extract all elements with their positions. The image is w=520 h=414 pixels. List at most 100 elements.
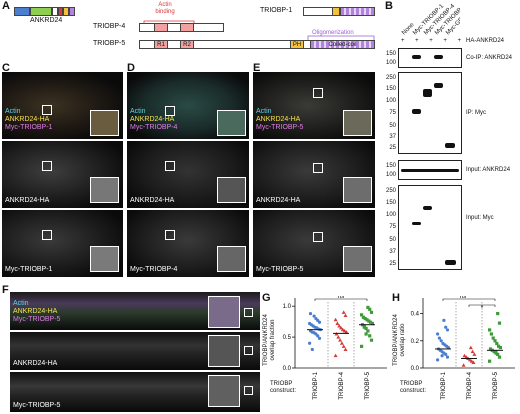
triobp4-r1: [154, 23, 168, 32]
data-point: [317, 336, 322, 340]
panel-f-merge-image: Actin ANKRD24-HA Myc-TRIOBP-5: [10, 292, 260, 330]
zoom-inset: [90, 246, 119, 272]
data-point: [488, 328, 492, 332]
roi-box: [244, 308, 253, 317]
actin-binding-label: Actin binding: [155, 2, 175, 15]
data-point: [310, 347, 314, 352]
data-point: [365, 318, 369, 322]
band: [445, 260, 456, 265]
data-point: [337, 323, 342, 328]
mw-label: 100: [385, 212, 396, 218]
data-point: [343, 313, 348, 317]
data-point: [444, 325, 448, 329]
data-point: [445, 328, 450, 332]
data-point: [496, 312, 500, 316]
channel-label: ANKRD24-HA: [5, 197, 50, 204]
chart-g: 0.0 0.5 1.0 TRIOBP-1 TRIOBP-4 TRIOBP-5 ns: [283, 296, 387, 400]
data-point: [335, 321, 340, 325]
data-point: [364, 332, 368, 336]
panel-c-triobp-image: Myc-TRIOBP-1: [2, 210, 123, 277]
data-point: [488, 359, 492, 363]
data-point: [497, 344, 501, 348]
band: [412, 109, 421, 114]
data-point: [369, 310, 374, 314]
zoom-inset: [217, 110, 246, 136]
data-point: [497, 355, 502, 359]
data-point: [445, 355, 450, 359]
y-tick-label: 0.0: [283, 366, 292, 372]
data-point: [360, 344, 364, 348]
ankrd24-green-domain: [30, 7, 52, 16]
data-point: [367, 319, 371, 323]
blot-co-ip-ankrd24: [398, 48, 462, 68]
panel-e-merge-image: Actin ANKRD24-HA Myc-TRIOBP-5: [253, 72, 375, 139]
mw-label: 150: [385, 200, 396, 206]
data-point: [368, 307, 372, 311]
channel-label-triobp: Myc-TRIOBP-1: [5, 124, 53, 131]
data-point: [338, 338, 343, 342]
channel-label: Myc-TRIOBP-5: [256, 266, 304, 273]
ha-ankrd24-label: HA-ANKRD24: [466, 38, 505, 44]
data-point: [491, 336, 495, 340]
mw-label: 25: [389, 261, 396, 267]
panel-label-b: B: [385, 0, 393, 12]
blot-label-ip-myc: IP: Myc: [466, 110, 487, 116]
data-point: [341, 310, 346, 314]
roi-box: [313, 88, 323, 98]
h-ylabel-wrap: TRIOBP/ANKRD24 overlap ratio: [392, 300, 406, 380]
oligomerization-bracket: [307, 35, 375, 40]
x-category-label: TRIOBP-4: [467, 371, 473, 399]
band: [412, 55, 421, 59]
panel-label-e: E: [253, 62, 261, 74]
panel-f-triobp-image: Myc-TRIOBP-5: [10, 372, 260, 412]
h-construct-label: TRIOBP construct:: [400, 381, 427, 394]
channel-label: Myc-TRIOBP-5: [13, 402, 61, 409]
mw-label: 75: [389, 110, 396, 116]
data-point: [489, 332, 493, 336]
panel-c-ankrd24-image: ANKRD24-HA: [2, 141, 123, 208]
panel-label-g: G: [262, 292, 271, 304]
data-point: [339, 341, 344, 345]
triobp4-r2: [180, 23, 194, 32]
g-ns-bracket: [314, 298, 368, 301]
channel-label: ANKRD24-HA: [130, 197, 175, 204]
x-category-label: TRIOBP-5: [493, 371, 499, 399]
mw-label: 50: [389, 123, 396, 129]
channel-label-actin: Actin: [5, 108, 21, 115]
panel-label-c: C: [2, 62, 10, 74]
triobp5-label: TRIOBP-5: [93, 40, 126, 47]
channel-label: Myc-TRIOBP-4: [130, 266, 178, 273]
triobp5-r1: R1: [154, 40, 168, 49]
ankrd24-ankyrin-domain: [14, 7, 30, 16]
plus-1: +: [401, 38, 405, 44]
data-point: [497, 321, 502, 325]
mw-label: 150: [385, 86, 396, 92]
mw-label: 100: [385, 60, 396, 66]
data-point: [492, 350, 496, 354]
blot-label-co-ip: Co-IP: ANKRD24: [466, 55, 513, 61]
data-point: [498, 346, 502, 350]
data-point: [308, 341, 312, 345]
panel-label-h: H: [392, 292, 400, 304]
data-point: [333, 353, 338, 358]
x-category-label: TRIOBP-5: [365, 371, 371, 399]
h-star-bracket: [468, 304, 496, 307]
ankrd24-red-segment: [58, 7, 63, 16]
y-tick-label: 0.2: [411, 339, 420, 345]
data-point: [361, 315, 365, 319]
roi-box: [42, 161, 52, 171]
data-point: [344, 330, 349, 334]
channel-label: ANKRD24-HA: [13, 360, 58, 367]
zoom-inset: [343, 246, 372, 272]
band: [434, 83, 443, 88]
data-point: [439, 339, 443, 343]
mw-label: 75: [389, 224, 396, 230]
mw-label: 250: [385, 75, 396, 81]
data-point: [364, 326, 368, 331]
data-point: [470, 349, 475, 354]
data-point: [366, 329, 370, 333]
oligomerization-label: Oligomerization: [312, 30, 354, 36]
panel-c-merge-image: Actin ANKRD24-HA Myc-TRIOBP-1: [2, 72, 123, 139]
data-point: [312, 314, 316, 318]
data-point: [360, 313, 364, 317]
